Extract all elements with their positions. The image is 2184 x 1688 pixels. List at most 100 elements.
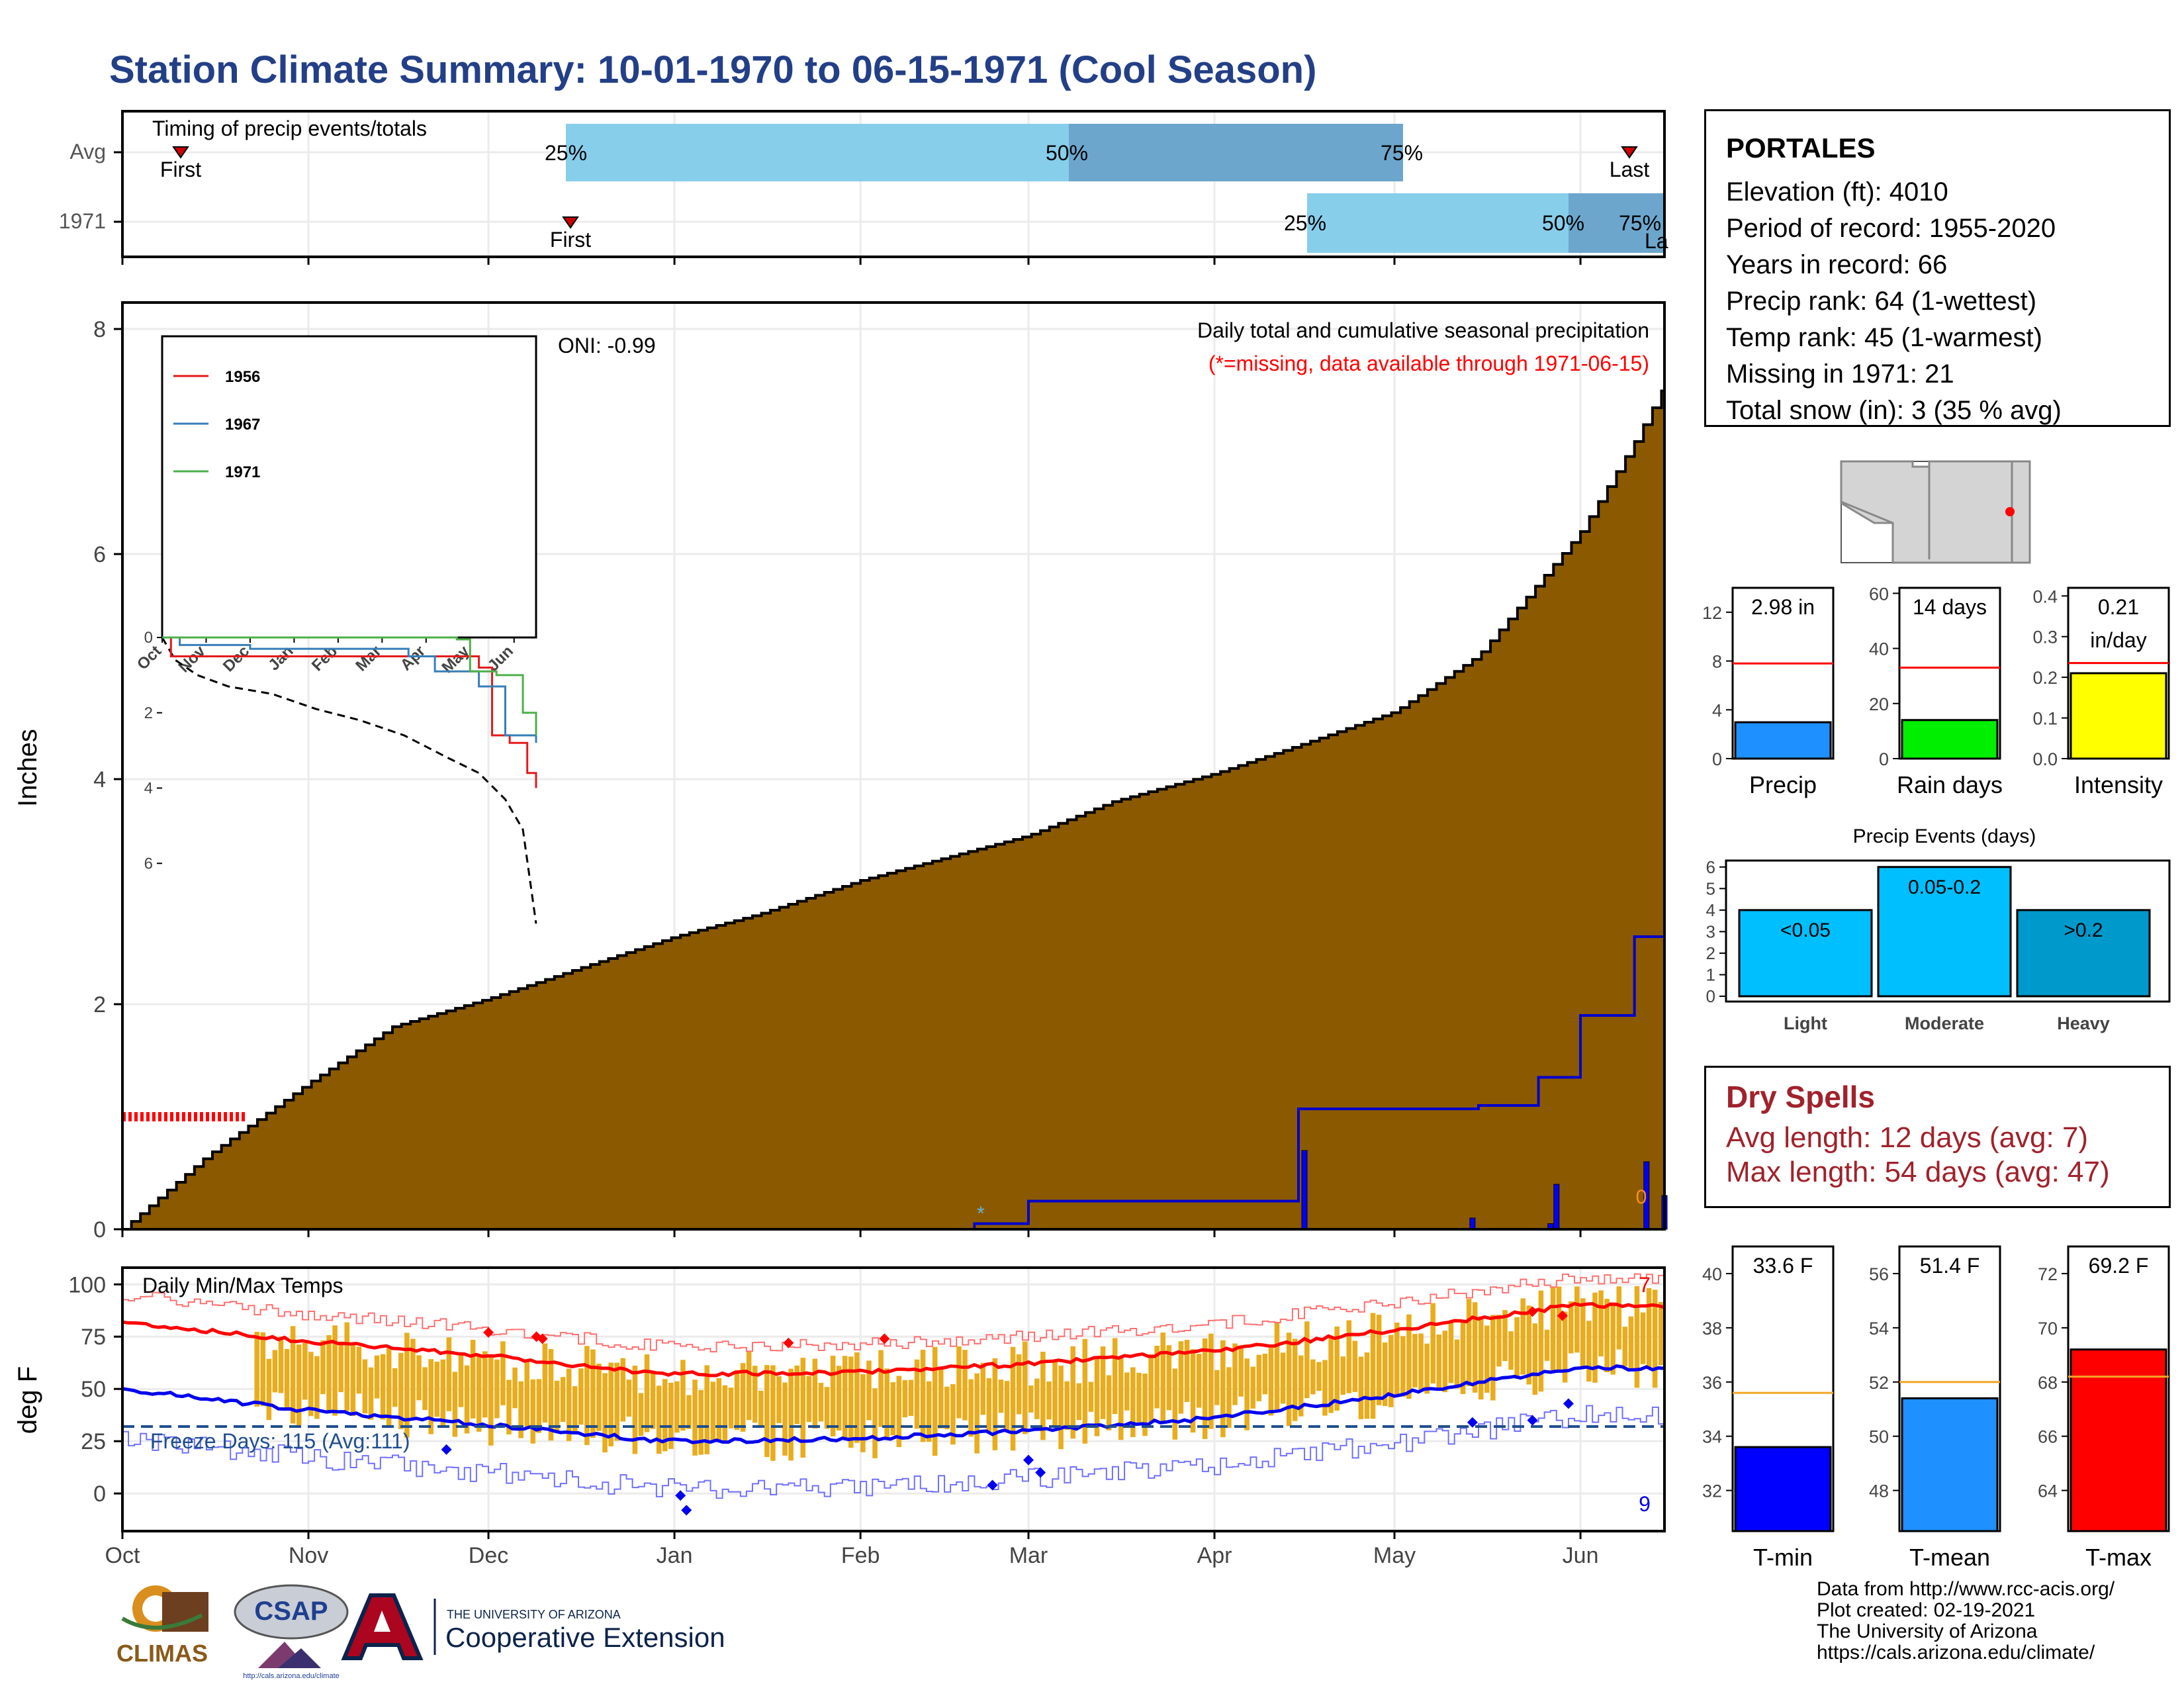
- month-label: Jun: [1563, 1543, 1599, 1568]
- inset-month-label: Jan: [265, 642, 296, 674]
- tmin-mini-ytick: 32: [1702, 1481, 1722, 1501]
- daily-temp-bar: [1400, 1336, 1406, 1397]
- avg-last-marker: [1621, 146, 1638, 159]
- intensity-mini-ytick: 0.2: [2032, 668, 2058, 688]
- daily-precip-bar: [1301, 1150, 1308, 1230]
- daily-temp-bar: [722, 1385, 728, 1442]
- daily-temp-bar: [338, 1341, 343, 1393]
- daily-temp-bar: [908, 1380, 914, 1416]
- daily-temp-bar: [1640, 1312, 1646, 1364]
- daily-temp-bar: [398, 1352, 404, 1429]
- daily-temp-bar: [1082, 1338, 1088, 1444]
- daily-temp-bar: [650, 1372, 656, 1429]
- intensity-mini-xlabel: Intensity: [2074, 771, 2163, 798]
- daily-temp-bar: [1010, 1346, 1016, 1451]
- daily-temp-bar: [662, 1379, 668, 1452]
- avg-first-label: First: [160, 158, 201, 181]
- events-category-label: Moderate: [1905, 1013, 1984, 1033]
- daily-temp-bar: [578, 1368, 584, 1425]
- record-low-marker: [1527, 1415, 1538, 1426]
- daily-temp-bar: [1040, 1352, 1046, 1440]
- daily-temp-bar: [1286, 1333, 1292, 1427]
- year-p25-label: 25%: [1284, 211, 1326, 235]
- inset-series-line: [162, 636, 537, 788]
- daily-temp-bar: [1382, 1342, 1388, 1407]
- year-first-label: First: [550, 228, 591, 252]
- daily-temp-bar: [680, 1360, 686, 1431]
- daily-temp-bar: [1232, 1343, 1238, 1405]
- events-ytick: 4: [1706, 900, 1715, 920]
- raindays-mini-ytick: 0: [1879, 749, 1889, 769]
- daily-temp-bar: [1658, 1301, 1664, 1366]
- daily-temp-bar: [1370, 1313, 1376, 1419]
- daily-temp-bar: [1442, 1331, 1448, 1393]
- intensity-mini-ytick: 0.3: [2032, 628, 2058, 647]
- daily-temp-bar: [692, 1380, 698, 1456]
- record-low-marker: [1563, 1398, 1574, 1409]
- daily-temp-bar: [632, 1366, 638, 1454]
- avg-p75-label: 75%: [1381, 141, 1423, 165]
- daily-temp-bar: [368, 1367, 374, 1420]
- daily-temp-bar: [1592, 1292, 1598, 1383]
- ua-logo[interactable]: THE UNIVERSITY OF ARIZONA Cooperative Ex…: [341, 1593, 725, 1660]
- intensity-mini-ytick: 0.4: [2032, 586, 2058, 606]
- daily-temp-bar: [770, 1365, 776, 1461]
- daily-temp-bar: [1130, 1367, 1136, 1438]
- inset-series-line: [162, 636, 537, 735]
- daily-temp-bar: [1106, 1375, 1112, 1430]
- temp-ytick: 75: [81, 1325, 106, 1350]
- year-last-label: La: [1645, 229, 1668, 253]
- daily-temp-bar: [1550, 1287, 1556, 1373]
- csap-logo[interactable]: CSAP http://cals.arizona.edu/climate: [234, 1584, 349, 1680]
- daily-temp-bar: [1190, 1349, 1196, 1433]
- temp-label: Daily Min/Max Temps: [142, 1274, 343, 1297]
- daily-temp-bar: [842, 1356, 848, 1439]
- daily-temp-bar: [620, 1358, 626, 1422]
- info-years: Years in record: 66: [1726, 250, 1948, 279]
- daily-temp-bar: [440, 1359, 446, 1428]
- daily-temp-bar: [1274, 1321, 1280, 1410]
- daily-temp-bar: [1238, 1345, 1244, 1397]
- daily-temp-bar: [278, 1336, 284, 1393]
- info-precip-rank: Precip rank: 64 (1-wettest): [1726, 287, 2037, 316]
- daily-temp-bar: [314, 1356, 320, 1419]
- daily-temp-bar: [1334, 1326, 1340, 1411]
- events-ytick: 3: [1706, 921, 1715, 941]
- daily-temp-bar: [1502, 1310, 1508, 1362]
- events-bar: [2016, 909, 2151, 998]
- daily-temp-bar: [716, 1378, 722, 1441]
- daily-temp-bar: [938, 1369, 944, 1429]
- inset-legend-label: 1967: [225, 416, 260, 434]
- daily-temp-bar: [1070, 1346, 1076, 1439]
- daily-temp-bar: [428, 1359, 433, 1434]
- daily-temp-bar: [728, 1387, 734, 1429]
- daily-temp-bar: [1598, 1290, 1604, 1357]
- daily-temp-bar: [1622, 1327, 1628, 1367]
- location-map: [1840, 460, 2031, 564]
- inset-month-label: Feb: [308, 642, 341, 675]
- info-missing: Missing in 1971: 21: [1726, 359, 1954, 389]
- daily-temp-bar: [1160, 1332, 1166, 1423]
- climas-text: CLIMAS: [116, 1640, 208, 1667]
- daily-temp-bar: [980, 1362, 986, 1415]
- daily-temp-bar: [1406, 1314, 1412, 1399]
- inset-ytick: 4: [144, 780, 153, 798]
- tmin-mini-value-label: 33.6 F: [1753, 1254, 1813, 1278]
- tmax-mini-ytick: 72: [2038, 1264, 2058, 1284]
- daily-temp-bar: [320, 1340, 326, 1395]
- daily-temp-bar: [572, 1386, 578, 1433]
- daily-temp-bar: [1376, 1315, 1382, 1405]
- events-category-label: Light: [1784, 1013, 1827, 1033]
- credits: Data from http://www.rcc-acis.org/ Plot …: [1817, 1579, 2115, 1664]
- missing-markers: *: [122, 1112, 985, 1225]
- daily-temp-bar: [482, 1351, 488, 1418]
- daily-temp-bar: [488, 1358, 494, 1446]
- daily-temp-bar: [446, 1337, 452, 1411]
- daily-temp-bar: [434, 1362, 440, 1417]
- daily-temp-bar: [1256, 1354, 1262, 1401]
- daily-temp-bar: [848, 1356, 854, 1448]
- raindays-mini-ytick: 20: [1869, 694, 1889, 714]
- daily-temp-bar: [1298, 1355, 1304, 1417]
- climas-logo[interactable]: CLIMAS: [116, 1585, 208, 1667]
- timing-label: Timing of precip events/totals: [152, 117, 427, 140]
